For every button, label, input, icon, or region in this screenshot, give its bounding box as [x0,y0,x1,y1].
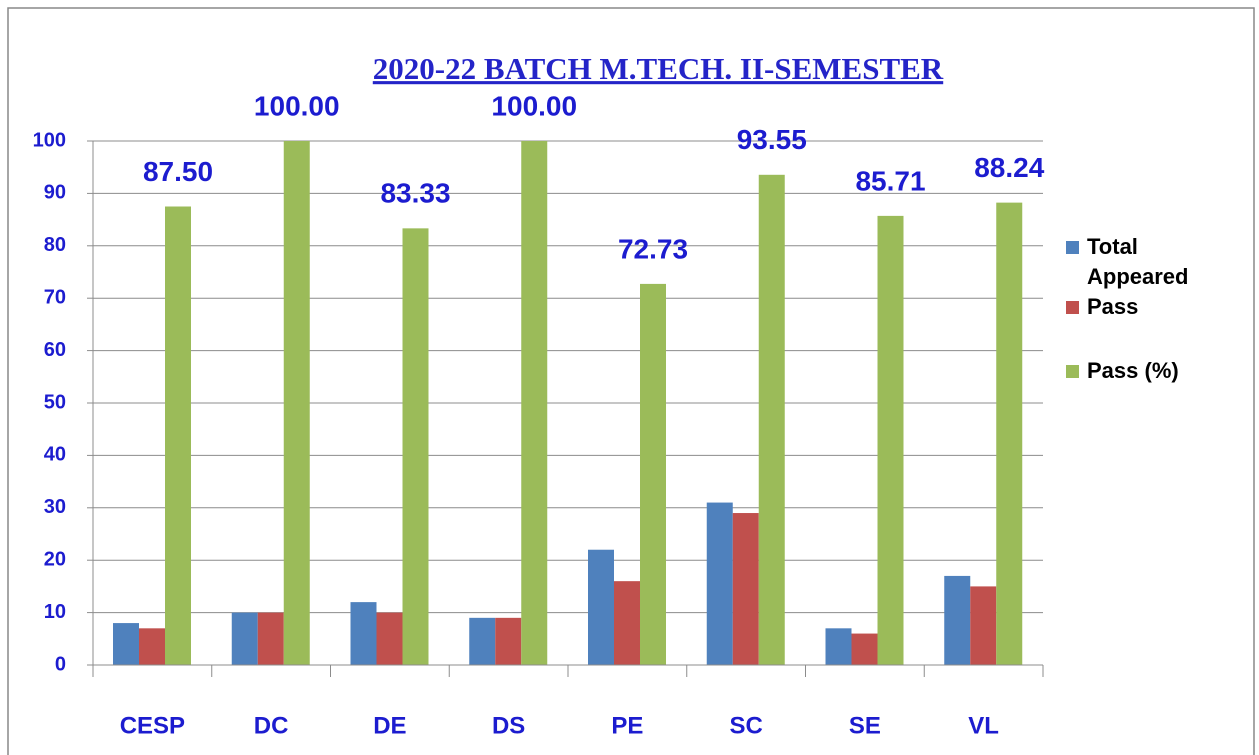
bar [165,206,191,665]
legend-item: Pass (%) [1066,356,1216,386]
bar [851,633,878,665]
bar [257,612,284,665]
bar [231,612,258,665]
y-tick-label: 60 [44,339,66,361]
x-tick-label: DC [254,712,289,739]
data-label: 93.55 [737,124,807,155]
data-label: 72.73 [618,233,688,264]
bar [350,602,377,665]
legend-item: Total Appeared [1066,232,1216,292]
bar [588,549,614,665]
data-label: 88.24 [974,152,1044,183]
y-tick-label: 30 [44,496,66,518]
data-label: 87.50 [143,156,213,187]
y-tick-label: 0 [55,653,66,675]
legend-label: Pass (%) [1087,358,1179,383]
y-tick-label: 80 [44,234,66,256]
legend-item: Pass [1066,292,1216,322]
bar [732,513,759,665]
bar [877,215,904,666]
chart-title: 2020-22 BATCH M.TECH. II-SEMESTER [373,51,944,86]
legend-swatch [1066,365,1079,378]
legend: Total Appeared Pass Pass (%) [1066,232,1216,420]
y-tick-label: 50 [44,391,66,413]
bar [758,174,785,665]
data-label: 83.33 [380,178,450,209]
data-label: 85.71 [855,165,925,196]
x-tick-label: SC [729,712,762,739]
bar [614,581,640,665]
bar [376,612,403,665]
bar [996,202,1023,665]
bar [825,628,852,665]
x-tick-label: CESP [120,712,185,739]
bar [113,623,139,665]
bar [970,586,997,665]
y-tick-label: 40 [44,444,66,466]
legend-swatch [1066,241,1079,254]
bar [283,141,310,665]
y-tick-label: 100 [33,129,66,151]
legend-label: Total Appeared [1087,234,1189,289]
bar [521,141,548,665]
x-tick-label: PE [611,712,643,739]
bar [944,575,971,665]
bar [402,228,429,665]
y-tick-label: 70 [44,286,66,308]
bar [139,628,165,665]
x-tick-label: VL [968,712,999,739]
y-tick-label: 10 [44,601,66,623]
bar [640,283,666,665]
data-label: 100.00 [491,90,577,121]
x-tick-label: DE [373,712,406,739]
legend-label: Pass [1087,294,1139,319]
data-label: 100.00 [254,90,340,121]
bar [469,617,496,665]
x-tick-label: DS [492,712,525,739]
bar [495,617,522,665]
y-tick-label: 20 [44,548,66,570]
legend-swatch [1066,301,1079,314]
x-tick-label: SE [849,712,881,739]
y-tick-label: 90 [44,182,66,204]
bar [706,502,733,665]
